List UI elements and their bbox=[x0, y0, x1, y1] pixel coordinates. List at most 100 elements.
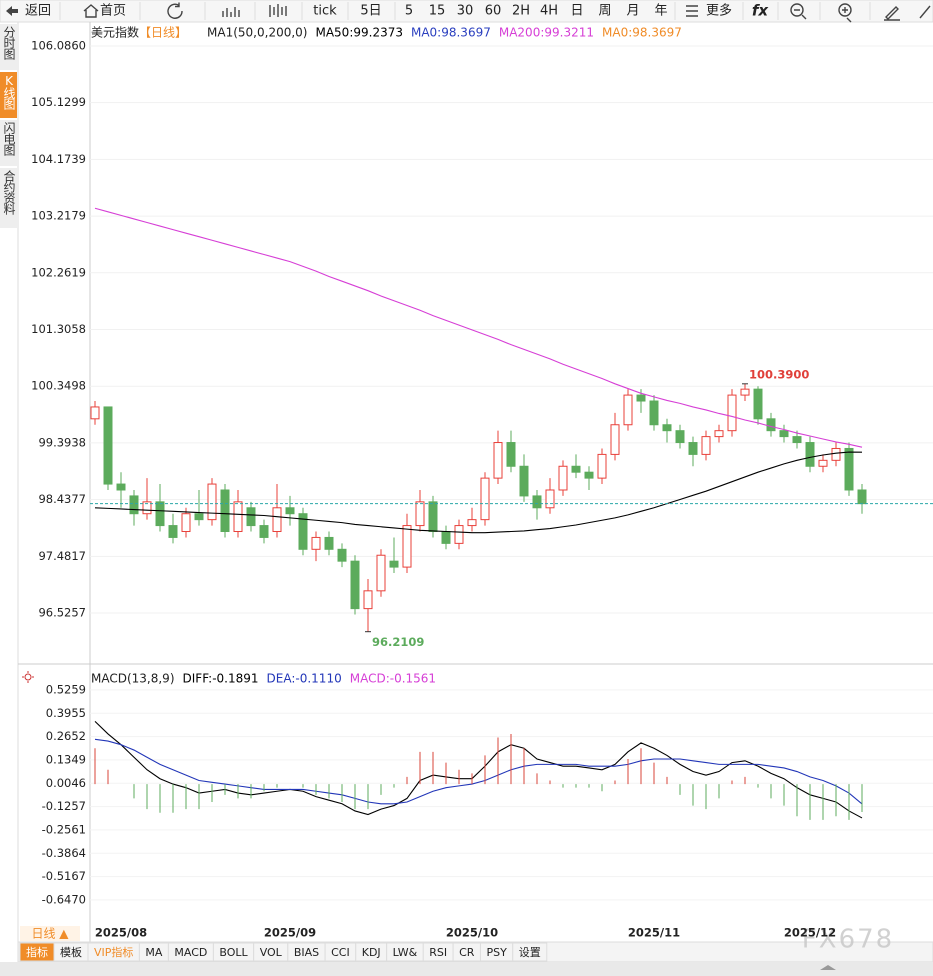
back-icon[interactable] bbox=[6, 6, 18, 16]
x-tick-label: 2025/08 bbox=[95, 926, 147, 940]
candle-body bbox=[311, 536, 321, 550]
toolbar-button[interactable]: 4H bbox=[540, 4, 558, 19]
bottom-tab[interactable]: KDJ bbox=[362, 946, 381, 959]
candle-body bbox=[324, 536, 334, 550]
y-tick-label: 96.5257 bbox=[38, 606, 86, 620]
y-tick-label: 105.1299 bbox=[31, 95, 86, 109]
legend-item: 【日线】 bbox=[139, 26, 187, 40]
sidebar-tab[interactable]: 闪电图 bbox=[2, 122, 16, 156]
home-icon[interactable] bbox=[83, 4, 99, 18]
candle-body bbox=[779, 430, 789, 438]
candle-body bbox=[818, 459, 828, 467]
sidebar-tab[interactable]: 合约资料 bbox=[2, 169, 16, 215]
zoom-out-icon[interactable] bbox=[790, 3, 804, 17]
sidebar-tab-bg[interactable] bbox=[0, 72, 17, 118]
legend-item: MA1(50,0,200,0) bbox=[207, 26, 307, 40]
candle-body bbox=[103, 406, 113, 485]
bottom-tab[interactable]: MACD bbox=[174, 946, 207, 959]
period-selector[interactable]: 日线 ▲ bbox=[31, 927, 69, 941]
toolbar-button[interactable]: 15 bbox=[429, 4, 446, 19]
y-tick-label: 100.3498 bbox=[31, 379, 86, 393]
sidebar-tab[interactable]: 分时图 bbox=[2, 26, 16, 60]
pencil-icon[interactable] bbox=[884, 6, 900, 21]
sidebar-tab-bg[interactable] bbox=[0, 168, 17, 228]
y-tick-label: -0.1257 bbox=[42, 799, 86, 813]
toolbar-button[interactable]: 年 bbox=[654, 4, 667, 19]
collapse-arrow[interactable] bbox=[820, 965, 836, 970]
candle-body bbox=[740, 388, 750, 396]
candle-body bbox=[571, 465, 581, 473]
bottom-tab-bg[interactable] bbox=[512, 942, 548, 962]
bottom-tab[interactable]: BOLL bbox=[219, 946, 248, 959]
candle-body bbox=[506, 442, 516, 467]
bottom-tab[interactable]: 设置 bbox=[519, 946, 541, 959]
candle-body bbox=[701, 436, 711, 455]
bottom-tab[interactable]: VOL bbox=[260, 946, 283, 959]
toolbar-button[interactable]: 5 bbox=[405, 4, 413, 19]
bottom-tab[interactable]: LW& bbox=[393, 946, 418, 959]
candle-body bbox=[259, 525, 269, 538]
y-tick-label: 104.1739 bbox=[31, 152, 86, 166]
period-box[interactable] bbox=[20, 926, 80, 941]
macd-settings-icon[interactable] bbox=[22, 671, 34, 683]
candle-body bbox=[168, 525, 178, 538]
candle-icon[interactable] bbox=[269, 4, 287, 17]
toolbar-button[interactable]: 30 bbox=[457, 4, 474, 19]
toolbar bbox=[0, 0, 933, 23]
candle-body bbox=[662, 424, 672, 432]
candle-body bbox=[142, 501, 152, 515]
bottom-tab[interactable]: MA bbox=[145, 946, 162, 959]
bottom-tab[interactable]: BIAS bbox=[294, 946, 319, 959]
bar-icon[interactable] bbox=[222, 7, 240, 17]
sidebar-tab[interactable]: K线图 bbox=[2, 74, 16, 110]
bottom-tab[interactable]: 模板 bbox=[60, 945, 82, 959]
y-tick-label: 98.4377 bbox=[38, 492, 86, 506]
legend-item: DIFF:-0.1891 bbox=[183, 672, 259, 686]
bottom-tab[interactable]: PSY bbox=[486, 946, 507, 959]
toolbar-button[interactable]: fx bbox=[752, 2, 770, 20]
bottom-tab[interactable]: CR bbox=[459, 946, 475, 959]
status-strip bbox=[0, 962, 933, 976]
candle-body bbox=[389, 560, 399, 568]
bottom-tab[interactable]: 指标 bbox=[26, 945, 48, 959]
toolbar-button[interactable]: 月 bbox=[626, 4, 639, 19]
candle-body bbox=[493, 442, 503, 479]
menu-icon[interactable] bbox=[686, 5, 698, 17]
candle-body bbox=[623, 394, 633, 426]
extreme-label: 100.3900 bbox=[749, 367, 809, 381]
candle-body bbox=[337, 548, 347, 562]
candle-body bbox=[610, 424, 620, 455]
candle-body bbox=[467, 519, 477, 527]
refresh-icon[interactable] bbox=[167, 2, 183, 19]
toolbar-button[interactable]: 2H bbox=[512, 4, 530, 19]
y-tick-label: 106.0860 bbox=[31, 38, 86, 52]
zoom-in-icon[interactable] bbox=[838, 3, 852, 17]
bottom-tab[interactable]: VIP指标 bbox=[94, 945, 133, 959]
extreme-label: 96.2109 bbox=[372, 635, 424, 649]
bottom-tab[interactable]: CCI bbox=[331, 946, 350, 959]
toolbar-button[interactable]: 日 bbox=[570, 4, 583, 19]
toolbar-button[interactable]: 5日 bbox=[360, 4, 381, 19]
toolbar-button[interactable]: tick bbox=[313, 4, 337, 19]
y-tick-label: -0.6470 bbox=[42, 892, 86, 906]
toolbar-button[interactable]: 60 bbox=[485, 4, 502, 19]
y-tick-label: 0.3955 bbox=[46, 706, 86, 720]
legend-item: MACD:-0.1561 bbox=[350, 672, 436, 686]
line-icon[interactable] bbox=[919, 5, 931, 19]
x-tick-label: 2025/12 bbox=[784, 926, 836, 940]
toolbar-button[interactable]: 首页 bbox=[100, 4, 126, 19]
candle-body bbox=[207, 483, 217, 521]
toolbar-button[interactable]: 更多 bbox=[706, 3, 732, 19]
candle-body bbox=[844, 447, 854, 491]
bottom-tab[interactable]: RSI bbox=[429, 946, 447, 959]
y-tick-label: 102.2619 bbox=[31, 265, 86, 279]
toolbar-button[interactable]: 返回 bbox=[25, 4, 51, 19]
candle-body bbox=[480, 477, 490, 521]
sidebar-tab-bg[interactable] bbox=[0, 24, 17, 70]
ma-line bbox=[94, 207, 863, 448]
toolbar-button[interactable]: 周 bbox=[598, 4, 611, 19]
macd-line bbox=[94, 721, 863, 819]
candle-body bbox=[454, 525, 464, 544]
sidebar-tab-bg[interactable] bbox=[0, 120, 17, 166]
y-tick-label: 0.0046 bbox=[46, 776, 86, 790]
